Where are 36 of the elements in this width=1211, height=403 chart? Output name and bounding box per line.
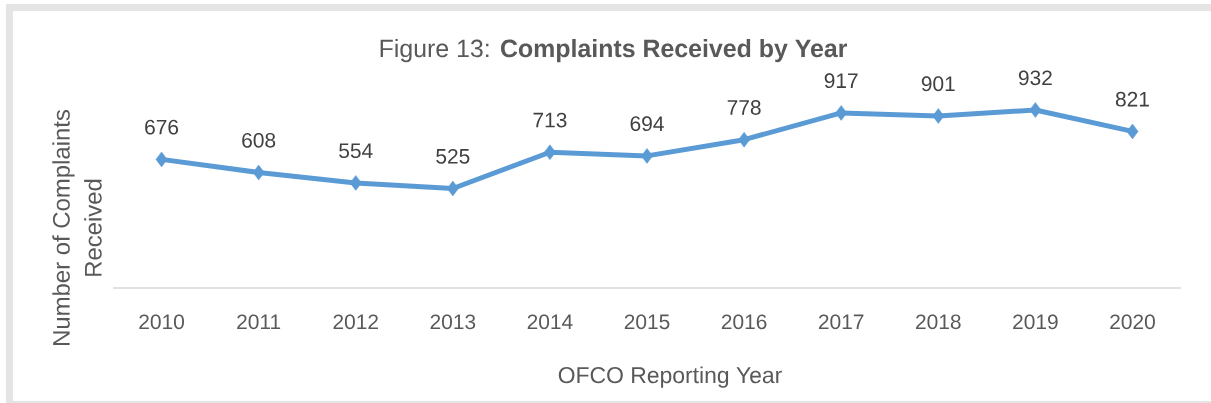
x-tick-label: 2014	[527, 314, 573, 330]
point	[835, 105, 848, 121]
x-tick-label: 2017	[818, 314, 864, 330]
data-label: 554	[339, 143, 373, 159]
data-label: 901	[921, 76, 955, 92]
point	[155, 151, 168, 168]
x-tick-label: 2019	[1013, 314, 1058, 330]
point	[349, 175, 362, 191]
x-tick-label: 2016	[721, 314, 767, 330]
point	[932, 108, 945, 124]
data-label: 694	[630, 116, 664, 132]
point	[1126, 123, 1139, 140]
point	[252, 164, 265, 181]
x-tick-label: 2010	[139, 314, 184, 330]
chart-title: Figure 13: Complaints Received by Year	[380, 38, 848, 63]
data-label: 713	[533, 112, 567, 128]
point	[446, 180, 459, 197]
data-label: 821	[1115, 91, 1149, 107]
point	[738, 131, 750, 148]
x-tick-label: 2013	[430, 314, 476, 330]
data-label: 778	[727, 100, 761, 115]
data-label: 676	[145, 119, 179, 135]
x-tick-label: 2018	[916, 314, 961, 330]
x-axis-title: OFCO Reporting Year	[558, 366, 782, 388]
data-label: 608	[242, 132, 276, 148]
point	[641, 148, 653, 164]
data-label: 932	[1018, 70, 1052, 86]
x-tick-label: 2011	[237, 314, 281, 330]
y-axis-title: Number of Complaints Received	[52, 109, 102, 345]
x-tick-label: 2012	[333, 314, 378, 330]
point	[544, 144, 556, 160]
x-tick-label: 2015	[624, 314, 670, 330]
point	[1029, 102, 1042, 118]
data-label: 917	[824, 73, 858, 89]
data-label: 525	[436, 148, 470, 164]
x-tick-label: 2020	[1110, 314, 1155, 330]
